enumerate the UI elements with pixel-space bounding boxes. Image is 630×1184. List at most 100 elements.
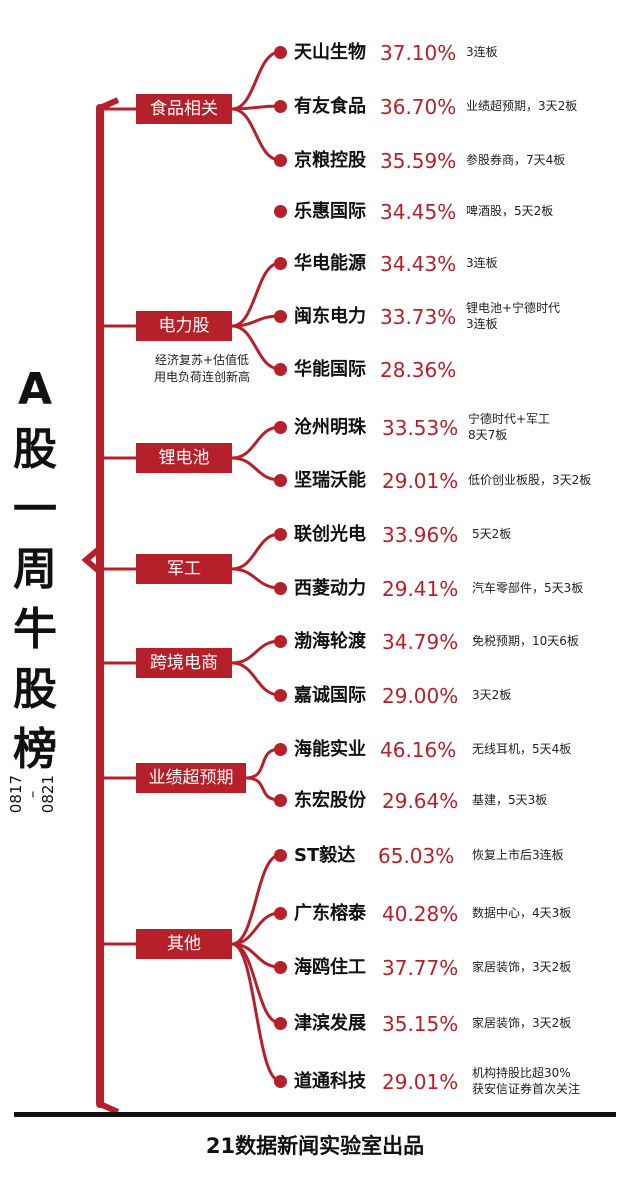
stock-name: 海鸥住工 — [294, 957, 366, 978]
stock-row: 华能国际 28.36% — [0, 355, 630, 385]
stock-note: 啤酒股，5天2板 — [466, 204, 554, 218]
stock-gain-pct: 36.70% — [380, 95, 457, 119]
bullet-dot — [274, 154, 287, 167]
stock-row: ST毅达 65.03% 恢复上市后3连板 — [0, 841, 630, 871]
stock-name: 联创光电 — [294, 524, 366, 545]
stock-row: 华电能源 34.43% 3连板 — [0, 249, 630, 279]
stock-row: 闽东电力 33.73% 锂电池+宁德时代 3连板 — [0, 301, 630, 332]
stock-gain-pct: 28.36% — [380, 358, 457, 382]
category-crossborder: 跨境电商 — [136, 648, 232, 678]
stock-row: 嘉诚国际 29.00% 3天2板 — [0, 681, 630, 711]
bullet-dot — [274, 46, 287, 59]
stock-branch — [231, 324, 281, 371]
bullet-dot — [274, 794, 287, 807]
stock-note: 免税预期，10天6板 — [472, 634, 579, 648]
spine-cap-bottom — [98, 1101, 120, 1115]
stock-branch — [231, 853, 281, 946]
stock-note: 汽车零部件，5天3板 — [472, 581, 584, 595]
stock-row: 海鸥住工 37.77% 家居装饰，3天2板 — [0, 953, 630, 983]
stock-note: 宁德时代+军工 8天7板 — [468, 412, 551, 442]
stock-name: 京粮控股 — [294, 150, 366, 171]
stock-gain-pct: 37.10% — [380, 41, 457, 65]
category-power-note: 经济复苏+估值低 用电负荷连创新高 — [153, 353, 250, 384]
stock-gain-pct: 33.53% — [382, 416, 459, 440]
bullet-dot — [274, 205, 287, 218]
stock-name: 沧州明珠 — [294, 417, 366, 438]
stock-note: 数据中心，4天3板 — [472, 906, 572, 920]
stock-row: 海能实业 46.16% 无线耳机，5天4板 — [0, 735, 630, 765]
stock-note: 参股券商，7天4板 — [466, 153, 566, 167]
stock-branch — [231, 107, 281, 162]
stock-name: 东宏股份 — [294, 790, 366, 811]
stock-note: 家居装饰，3天2板 — [472, 960, 572, 974]
category-other: 其他 — [136, 929, 232, 959]
stock-name: 乐惠国际 — [294, 201, 366, 222]
stock-note: 恢复上市后3连板 — [472, 848, 564, 862]
stock-name: 天山生物 — [294, 42, 366, 63]
stock-name: 津滨发展 — [294, 1013, 366, 1034]
stock-note: 无线耳机，5天4板 — [472, 742, 572, 756]
stock-name: 道通科技 — [294, 1071, 366, 1092]
stock-row: 道通科技 29.01% 机构持股比超30% 获安信证券首次关注 — [0, 1066, 630, 1097]
stock-row: 广东榕泰 40.28% 数据中心，4天3板 — [0, 899, 630, 929]
stock-note: 业绩超预期，3天2板 — [466, 99, 578, 113]
bullet-dot — [274, 635, 287, 648]
stock-row: 联创光电 33.96% 5天2板 — [0, 520, 630, 550]
stock-row: 沧州明珠 33.53% 宁德时代+军工 8天7板 — [0, 412, 630, 443]
stock-gain-pct: 29.00% — [382, 684, 459, 708]
stock-row: 京粮控股 35.59% 参股券商，7天4板 — [0, 146, 630, 176]
stock-gain-pct: 29.01% — [382, 469, 459, 493]
stock-row: 天山生物 37.10% 3连板 — [0, 38, 630, 68]
stock-name: 华电能源 — [294, 253, 366, 274]
stock-name: 嘉诚国际 — [294, 685, 366, 706]
stock-gain-pct: 46.16% — [380, 738, 457, 762]
stock-note: 3天2板 — [472, 688, 512, 702]
stock-note: 机构持股比超30% 获安信证券首次关注 — [472, 1066, 581, 1096]
stock-note: 低价创业板股，3天2板 — [468, 473, 592, 487]
stock-gain-pct: 29.41% — [382, 577, 459, 601]
stock-note: 锂电池+宁德时代 3连板 — [466, 301, 561, 331]
category-power: 电力股 — [136, 311, 232, 341]
stock-name: 闽东电力 — [294, 306, 366, 327]
stock-gain-pct: 65.03% — [378, 844, 455, 868]
bullet-dot — [274, 743, 287, 756]
spine-cap-top — [98, 97, 120, 111]
bullet-dot — [274, 849, 287, 862]
stock-row: 乐惠国际 34.45% 啤酒股，5天2板 — [0, 197, 630, 227]
stock-name: 华能国际 — [294, 359, 366, 380]
stock-gain-pct: 29.64% — [382, 789, 459, 813]
bullet-dot — [274, 1075, 287, 1088]
title-char: 股 — [13, 424, 57, 475]
stock-gain-pct: 29.01% — [382, 1070, 459, 1094]
title-char: 榜 — [13, 724, 57, 775]
category-earnings: 业绩超预期 — [136, 763, 246, 793]
category-lithium: 锂电池 — [136, 443, 232, 473]
category-food: 食品相关 — [136, 94, 232, 124]
bullet-dot — [274, 310, 287, 323]
stock-row: 西菱动力 29.41% 汽车零部件，5天3板 — [0, 574, 630, 604]
bottom-rule — [14, 1112, 616, 1117]
title-char: 周 — [13, 544, 57, 595]
spine-notch — [81, 545, 102, 575]
bullet-dot — [274, 474, 287, 487]
bullet-dot — [274, 907, 287, 920]
stock-branch — [231, 261, 281, 328]
stock-name: 坚瑞沃能 — [294, 470, 366, 491]
stock-row: 津滨发展 35.15% 家居装饰，3天2板 — [0, 1009, 630, 1039]
stock-name: 海能实业 — [294, 739, 366, 760]
title-char: 股 — [13, 664, 57, 715]
stock-name: 广东榕泰 — [294, 903, 366, 924]
stock-gain-pct: 35.15% — [382, 1012, 459, 1036]
category-military: 军工 — [136, 554, 232, 584]
title-char: 一 — [13, 484, 57, 535]
bullet-dot — [274, 257, 287, 270]
stock-gain-pct: 33.73% — [380, 305, 457, 329]
stock-note: 5天2板 — [472, 527, 512, 541]
stock-branch — [231, 532, 281, 571]
stock-name: 有友食品 — [294, 96, 366, 117]
stock-gain-pct: 37.77% — [382, 956, 459, 980]
stock-row: 有友食品 36.70% 业绩超预期，3天2板 — [0, 92, 630, 122]
footer-credit: 21数据新闻实验室出品 — [205, 1134, 425, 1158]
bullet-dot — [274, 689, 287, 702]
stock-name: 西菱动力 — [294, 578, 366, 599]
